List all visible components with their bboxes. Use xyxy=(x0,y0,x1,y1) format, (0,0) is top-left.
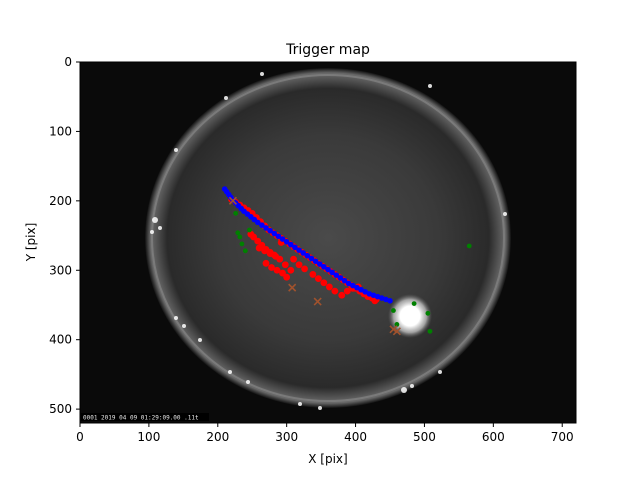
y-tick-label: 400 xyxy=(49,333,72,347)
y-axis: 0 100 200 300 400 500 xyxy=(49,55,80,416)
data-point-green-dot xyxy=(237,234,243,240)
data-point-red-dot xyxy=(331,287,339,295)
data-point-green-dot xyxy=(242,248,248,254)
y-tick-label: 200 xyxy=(49,194,72,208)
data-point-red-dot xyxy=(273,266,281,274)
y-tick-label: 100 xyxy=(49,124,72,138)
data-point-blue-dot xyxy=(354,284,360,291)
data-point-red-dot xyxy=(325,283,333,291)
data-point-red-dot xyxy=(287,266,295,274)
y-tick-label: 300 xyxy=(49,263,72,277)
y-tick-label: 500 xyxy=(49,402,72,416)
data-point-green-dot xyxy=(391,308,396,313)
data-point-blue-dot xyxy=(316,261,323,267)
data-point-blue-dot xyxy=(292,244,298,251)
x-tick-label: 700 xyxy=(551,430,574,444)
x-tick-label: 600 xyxy=(482,430,505,444)
x-axis-label: X [pix] xyxy=(308,452,347,466)
data-point-blue-dot xyxy=(312,258,319,265)
x-tick-label: 100 xyxy=(137,430,160,444)
data-point-blue-dot xyxy=(259,222,265,228)
data-point-red-dot xyxy=(343,287,351,295)
data-point-blue-dot xyxy=(341,277,348,284)
data-point-blue-dot xyxy=(271,230,278,237)
data-point-blue-dot xyxy=(279,236,286,242)
data-point-blue-dot xyxy=(283,239,290,245)
data-point-green-dot xyxy=(394,322,400,327)
data-point-red-dot xyxy=(268,264,275,271)
data-point-green-dot xyxy=(425,310,431,316)
data-point-blue-dot xyxy=(308,255,315,262)
plot-frame xyxy=(79,61,577,424)
data-point-red-dot xyxy=(261,247,269,255)
data-point-red-dot xyxy=(295,261,303,269)
data-point-x-marker xyxy=(313,297,322,306)
data-point-red-dot xyxy=(338,291,346,299)
data-point-red-dot xyxy=(301,265,308,273)
data-point-green-dot xyxy=(466,243,472,249)
x-axis: 0 100 200 300 400 500 600 700 xyxy=(76,423,574,444)
data-point-red-dot xyxy=(254,237,262,245)
data-point-blue-dot xyxy=(337,275,344,281)
data-point-green-dot xyxy=(427,328,433,334)
data-point-green-dot xyxy=(233,210,239,216)
data-point-green-dot xyxy=(411,301,417,306)
y-tick-label: 0 xyxy=(64,55,72,69)
camera-image: 0001 2019 04 09 01:29:09.00 .11t xyxy=(80,62,576,423)
data-point-blue-dot xyxy=(296,247,302,253)
data-point-red-dot xyxy=(266,250,274,258)
data-point-x-marker xyxy=(228,196,237,205)
data-point-blue-dot xyxy=(333,272,340,278)
data-point-red-dot xyxy=(250,233,257,241)
data-point-red-dot xyxy=(279,269,286,277)
data-point-blue-dot xyxy=(263,225,269,231)
data-point-blue-dot xyxy=(275,233,282,240)
data-point-green-dot xyxy=(235,230,241,236)
x-tick-label: 300 xyxy=(275,430,298,444)
data-point-blue-dot xyxy=(254,219,261,226)
x-tick-label: 0 xyxy=(76,430,84,444)
data-point-red-dot xyxy=(309,271,317,278)
data-point-red-dot xyxy=(283,273,291,281)
data-point-blue-dot xyxy=(288,241,294,248)
chart-title: Trigger map xyxy=(285,42,370,58)
data-point-blue-dot xyxy=(300,250,307,256)
data-point-blue-dot xyxy=(362,288,369,295)
data-point-blue-dot xyxy=(321,263,327,270)
data-point-green-dot xyxy=(247,227,252,233)
data-point-blue-dot xyxy=(329,269,335,276)
data-point-red-dot xyxy=(255,244,263,252)
data-point-green-dot xyxy=(239,241,245,247)
x-tick-label: 500 xyxy=(413,430,436,444)
data-point-blue-dot xyxy=(325,266,331,273)
scatter-markers xyxy=(221,186,472,336)
y-axis-label: Y [pix] xyxy=(24,223,38,263)
x-tick-label: 400 xyxy=(344,430,367,444)
data-point-red-dot xyxy=(290,255,297,263)
data-point-red-dot xyxy=(272,252,280,260)
data-point-blue-dot xyxy=(387,298,393,304)
data-point-red-dot xyxy=(320,279,328,287)
data-point-red-dot xyxy=(262,259,270,267)
data-point-blue-dot xyxy=(358,286,364,293)
data-point-blue-dot xyxy=(304,252,311,259)
data-point-red-dot xyxy=(314,275,322,282)
data-point-blue-dot xyxy=(350,282,356,289)
data-point-blue-dot xyxy=(345,280,352,287)
x-tick-label: 200 xyxy=(206,430,229,444)
data-point-x-marker xyxy=(288,283,297,292)
data-point-blue-dot xyxy=(267,227,273,234)
data-point-x-marker xyxy=(392,327,401,336)
data-point-red-dot xyxy=(281,261,289,269)
image-timestamp: 0001 2019 04 09 01:29:09.00 .11t xyxy=(83,415,199,422)
